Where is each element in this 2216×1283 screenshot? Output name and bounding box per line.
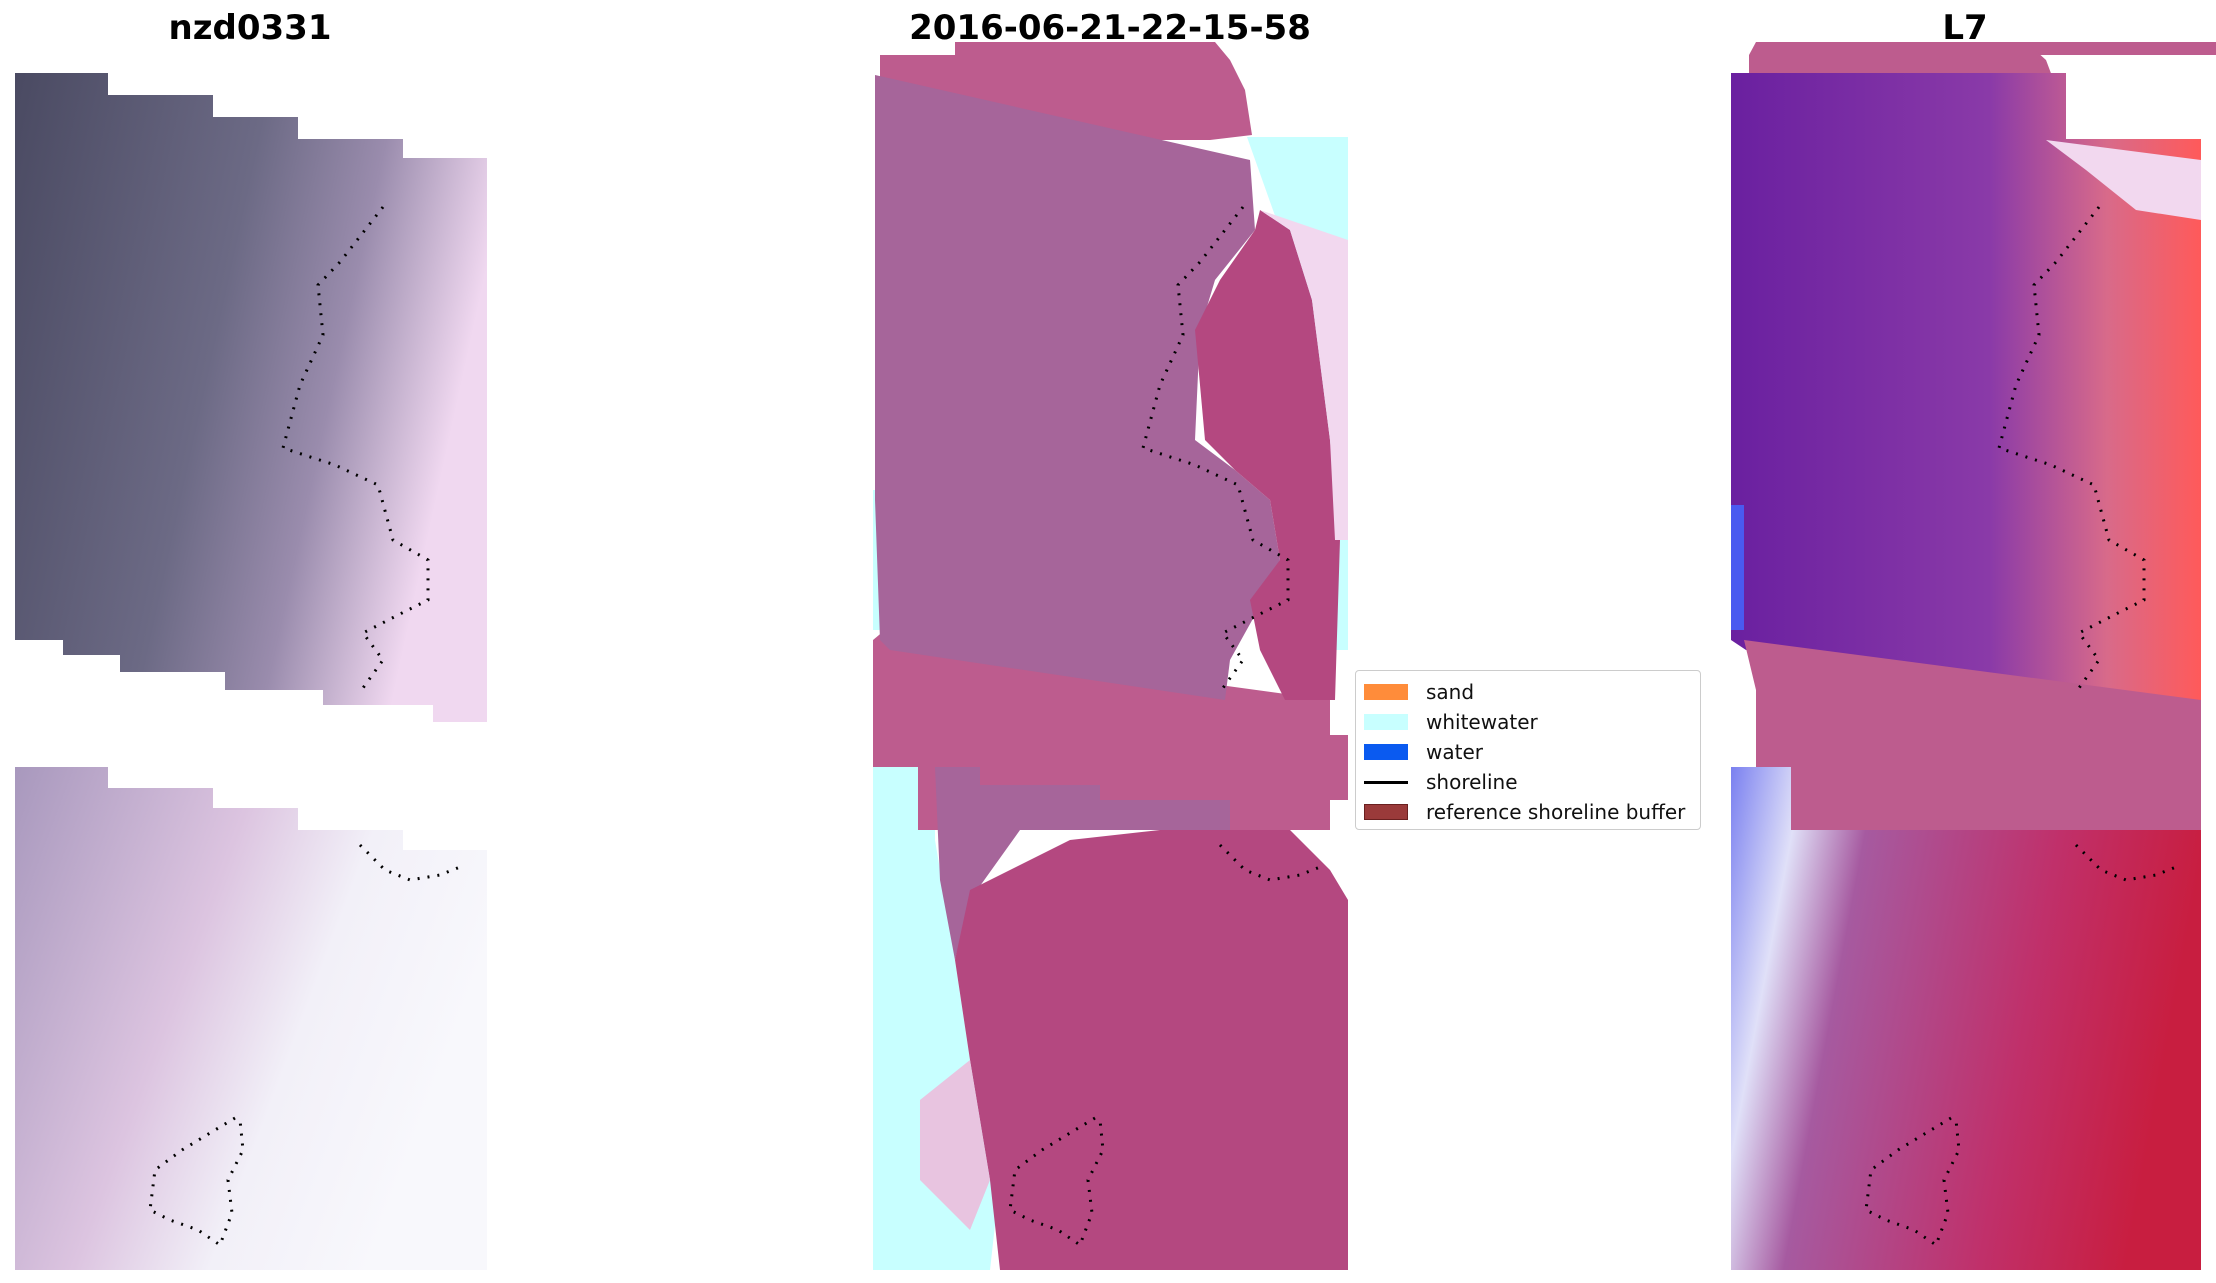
shoreline-dotted <box>2074 843 2182 882</box>
shoreline-dotted <box>358 843 466 882</box>
index-top-tile <box>1731 73 2201 700</box>
shoreline-dotted <box>1218 843 1326 882</box>
legend-item-reference-buffer: reference shoreline buffer <box>1364 797 1692 827</box>
rgb-image-bottom-tile <box>15 767 487 1270</box>
panel-title-rgb: nzd0331 <box>168 8 332 48</box>
legend-swatch-whitewater <box>1364 714 1408 730</box>
legend-swatch-shoreline <box>1364 780 1408 784</box>
legend-swatch-reference-buffer <box>1364 804 1408 820</box>
mauve-region <box>875 75 1280 700</box>
buffer-region <box>873 630 1348 830</box>
legend-item-shoreline: shoreline <box>1364 767 1692 797</box>
legend-label: reference shoreline buffer <box>1426 800 1686 824</box>
shoreline-dotted <box>1141 206 1290 689</box>
legend: sand whitewater water shoreline referenc… <box>1355 670 1701 830</box>
rgb-image-panel <box>15 73 487 1270</box>
index-buffer-band <box>1744 640 2201 830</box>
index-bottom-tile <box>1731 767 2201 1270</box>
magenta-region <box>1195 210 1340 700</box>
legend-item-whitewater: whitewater <box>1364 707 1692 737</box>
legend-label: water <box>1426 740 1483 764</box>
bright-region <box>1260 210 1348 540</box>
rgb-image-top-tile <box>15 73 487 722</box>
index-bright-region <box>2046 140 2201 220</box>
legend-item-water: water <box>1364 737 1692 767</box>
shoreline-dotted <box>1997 206 2146 689</box>
legend-swatch-water <box>1364 744 1408 760</box>
magenta-region <box>955 830 1348 1270</box>
classified-image-panel <box>873 42 1348 1270</box>
index-image-panel <box>1731 42 2216 1270</box>
legend-label: whitewater <box>1426 710 1538 734</box>
panel-title-index: L7 <box>1942 8 1988 48</box>
legend-label: sand <box>1426 680 1475 704</box>
legend-item-sand: sand <box>1364 677 1692 707</box>
panel-title-classified: 2016-06-21-22-15-58 <box>909 8 1311 48</box>
bright-region <box>920 1060 990 1230</box>
legend-swatch-sand <box>1364 684 1408 700</box>
water-strip <box>1731 505 1744 630</box>
mauve-region <box>935 767 1230 960</box>
legend-label: shoreline <box>1426 770 1518 794</box>
shoreline-dotted <box>281 206 430 689</box>
